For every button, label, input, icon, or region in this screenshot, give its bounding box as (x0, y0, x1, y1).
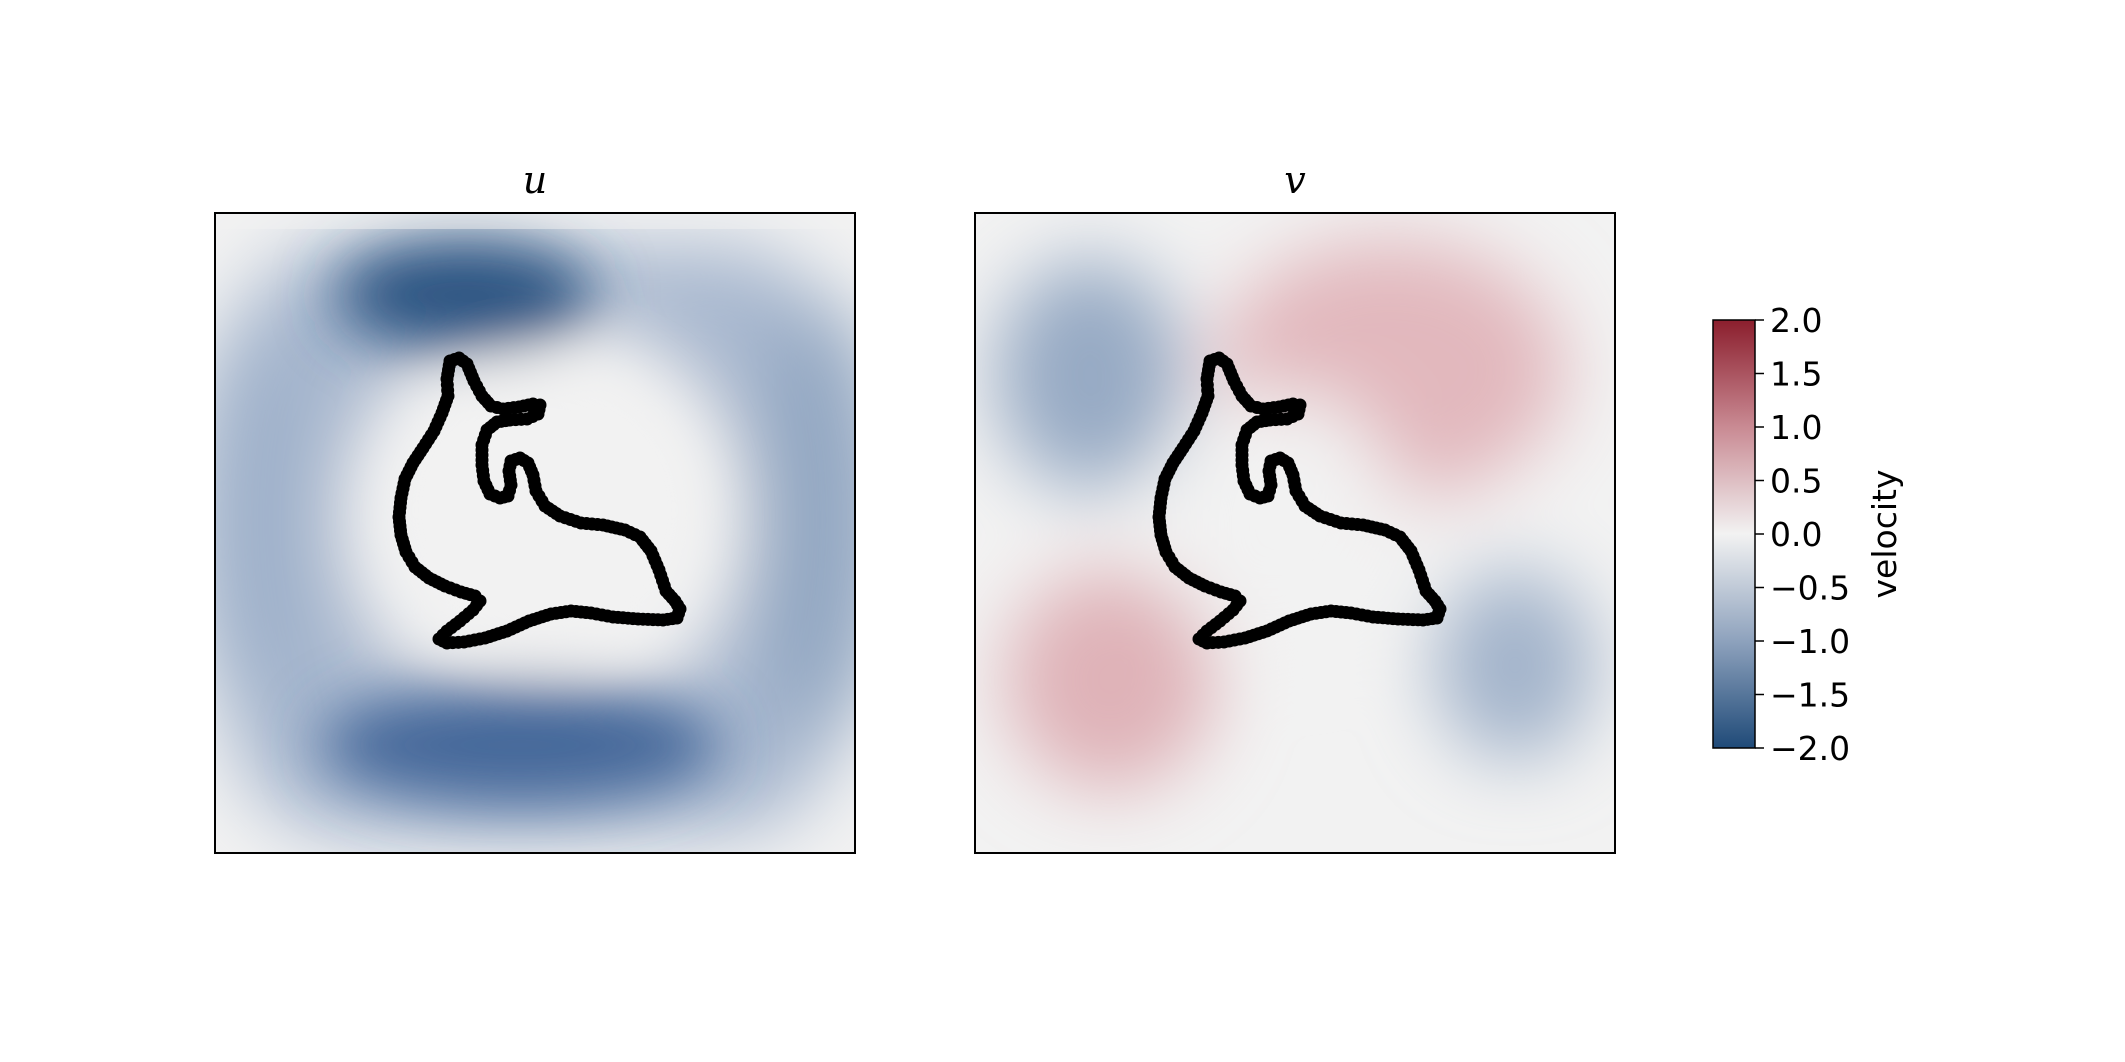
colorbar-tick-label: −1.5 (1770, 676, 1850, 715)
u-left-side (215, 320, 310, 720)
dolphin-marker (442, 359, 456, 372)
v-upper-left-lobe (995, 260, 1185, 490)
panel-u-title: u (523, 158, 547, 202)
panel-u: u (214, 158, 856, 854)
panel-u-frame (214, 212, 856, 854)
colorbar: 2.0 1.5 1.0 0.5 0.0 −0.5 −1.0 −1.5 −2.0 velocity (1712, 301, 1904, 768)
colorbar-tick-label: 2.0 (1770, 301, 1822, 340)
u-heatmap (215, 213, 855, 853)
v-heatmap (975, 213, 1615, 853)
colorbar-tick-label: 1.0 (1770, 408, 1822, 447)
colorbar-gradient (1712, 319, 1756, 749)
panel-v: v (974, 158, 1616, 854)
colorbar-tick-label: −2.0 (1770, 729, 1850, 768)
u-top-lobe (335, 240, 595, 350)
v-lower-right-lobe (1435, 570, 1595, 760)
colorbar-tick-label: −1.0 (1770, 622, 1850, 661)
colorbar-tick-label: 1.5 (1770, 355, 1822, 394)
colorbar-tick-label: 0.5 (1770, 462, 1822, 501)
colorbar-label: velocity (1865, 470, 1904, 599)
u-right-side (750, 300, 855, 740)
colorbar-ticks: 2.0 1.5 1.0 0.5 0.0 −0.5 −1.0 −1.5 −2.0 (1755, 301, 1850, 768)
colorbar-tick-label: 0.0 (1770, 515, 1822, 554)
u-dolphin-outline (392, 351, 687, 650)
colorbar-tick-label: −0.5 (1770, 569, 1850, 608)
v-center-clear (1160, 390, 1400, 650)
u-bottom-lobe (320, 685, 720, 805)
v-lower-left-lobe (1005, 570, 1215, 790)
panel-v-title: v (1284, 158, 1306, 202)
dolphin-marker (1202, 359, 1216, 372)
v-dolphin-outline (1152, 351, 1447, 650)
panel-v-frame (974, 212, 1616, 854)
